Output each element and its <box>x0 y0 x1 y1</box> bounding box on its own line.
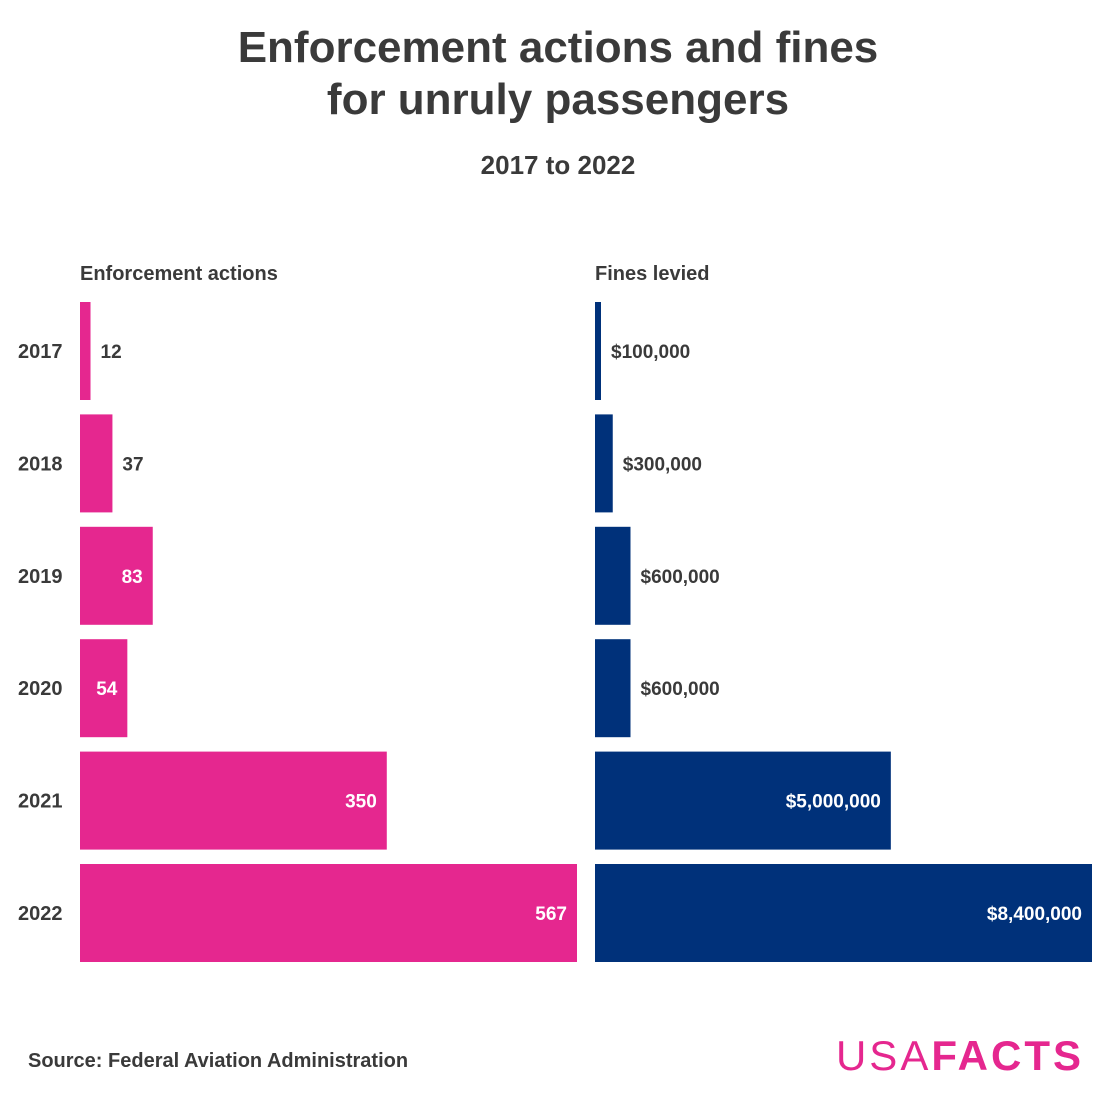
year-label-2017: 2017 <box>18 341 63 363</box>
chart-subtitle: 2017 to 2022 <box>480 150 636 180</box>
value-label-fines-2019: $600,000 <box>641 567 720 588</box>
bar-fines-2020 <box>595 639 631 738</box>
source-note: Source: Federal Aviation Administration <box>28 1050 409 1072</box>
bar-actions-2020 <box>80 639 128 738</box>
value-label-actions-2018: 37 <box>122 454 143 475</box>
bar-actions-2022 <box>80 864 577 962</box>
panel-header-fines: Fines levied <box>595 263 710 285</box>
value-label-actions-2019: 83 <box>122 567 143 588</box>
year-label-2022: 2022 <box>18 903 63 925</box>
value-label-fines-2022: $8,400,000 <box>987 904 1082 925</box>
logo-usa: USA <box>835 1032 932 1079</box>
bar-actions-2019 <box>80 526 153 625</box>
chart-title: Enforcement actions and fines for unruly… <box>0 22 1116 126</box>
bar-actions-2017 <box>80 302 91 400</box>
value-label-actions-2022: 567 <box>535 904 567 925</box>
year-label-2020: 2020 <box>18 678 63 700</box>
value-label-fines-2018: $300,000 <box>623 454 702 475</box>
bar-actions-2018 <box>80 414 113 513</box>
bar-actions-2021 <box>80 751 387 850</box>
value-label-fines-2020: $600,000 <box>641 679 720 700</box>
bar-fines-2021 <box>595 751 891 850</box>
title-line-1: Enforcement actions and fines <box>237 23 879 72</box>
bar-fines-2019 <box>595 526 631 625</box>
panel-header-actions: Enforcement actions <box>80 263 278 285</box>
value-label-fines-2021: $5,000,000 <box>786 792 881 813</box>
logo-facts: FACTS <box>931 1032 1084 1079</box>
value-label-fines-2017: $100,000 <box>611 342 690 363</box>
value-label-actions-2021: 350 <box>345 792 377 813</box>
year-label-2018: 2018 <box>18 453 63 475</box>
value-label-actions-2017: 12 <box>101 342 122 363</box>
year-label-2019: 2019 <box>18 566 63 588</box>
bar-fines-2022 <box>595 864 1092 962</box>
bar-fines-2017 <box>595 302 601 400</box>
bar-chart: Enforcement actions Fines levied 2017 2018 2… <box>18 263 1092 962</box>
usafacts-logo: USAFACTS <box>836 1032 1084 1080</box>
value-label-actions-2020: 54 <box>96 679 118 700</box>
bar-fines-2018 <box>595 414 613 513</box>
title-line-2: for unruly passengers <box>326 75 790 124</box>
year-label-2021: 2021 <box>18 791 63 813</box>
